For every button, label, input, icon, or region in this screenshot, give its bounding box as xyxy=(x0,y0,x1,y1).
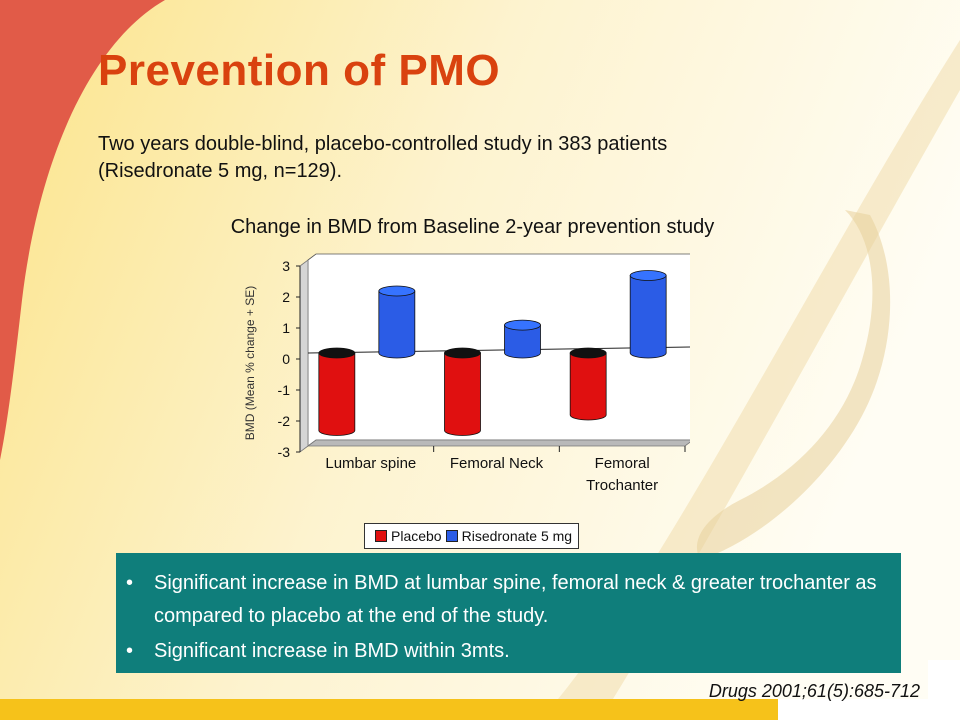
bullet-dot: • xyxy=(126,572,134,594)
bmd-bar-chart: 3 2 1 0 -1 -2 -3 BMD (Mean % change + SE) Lumbar… xyxy=(243,253,690,494)
legend-swatch-risedronate xyxy=(445,530,458,542)
chart-title: Change in BMD from Baseline 2-year preve… xyxy=(230,216,715,238)
x-category-label: Femoral Neck xyxy=(450,455,544,472)
bar-cap-placebo xyxy=(444,347,481,359)
bar-cap-risedronate-5-mg xyxy=(504,319,541,331)
chart-legend: Placebo Risedronate 5 mg xyxy=(364,523,580,549)
y-tick-label: -3 xyxy=(278,444,291,460)
finding-item: • Significant increase in BMD within 3mt… xyxy=(126,635,901,668)
intro-text: Two years double-blind, placebo-controll… xyxy=(98,131,818,185)
bar-risedronate-5-mg xyxy=(504,324,541,359)
bullet-dot: • xyxy=(126,640,134,662)
finding-text: Significant increase in BMD within 3mts. xyxy=(154,640,510,662)
bar-cap-placebo xyxy=(318,347,356,359)
bar-risedronate-5-mg xyxy=(378,290,416,359)
bar-cap-risedronate-5-mg xyxy=(629,270,667,281)
legend-label-risedronate: Risedronate 5 mg xyxy=(461,528,573,544)
bar-placebo xyxy=(318,352,356,436)
bottom-white-bar xyxy=(778,699,960,720)
red-corner-swoosh xyxy=(0,0,165,460)
y-tick-label: 3 xyxy=(282,258,290,274)
finding-item: • Significant increase in BMD at lumbar … xyxy=(126,567,901,633)
legend-swatch-placebo xyxy=(375,530,387,542)
x-category-label: Trochanter xyxy=(586,477,658,494)
plot-side-wall xyxy=(299,259,309,453)
x-category-label: Lumbar spine xyxy=(325,455,416,472)
bar-placebo xyxy=(569,352,607,421)
y-tick-label: 1 xyxy=(282,320,290,336)
y-axis-title: BMD (Mean % change + SE) xyxy=(243,286,257,440)
legend-label-placebo: Placebo xyxy=(391,528,442,544)
bottom-yellow-bar xyxy=(0,699,778,720)
citation: Drugs 2001;61(5):685-712 xyxy=(708,681,920,701)
zero-line xyxy=(307,346,690,354)
key-findings-box: • Significant increase in BMD at lumbar … xyxy=(116,553,901,673)
y-tick-label: -1 xyxy=(278,382,291,398)
intro-line-1: Two years double-blind, placebo-controll… xyxy=(98,133,668,155)
y-tick-label: 2 xyxy=(282,289,290,305)
beige-swoosh xyxy=(540,40,960,720)
y-tick-label: -2 xyxy=(278,413,291,429)
y-tick-label: 0 xyxy=(282,351,290,367)
spine-watermark xyxy=(696,210,891,560)
bar-cap-risedronate-5-mg xyxy=(378,285,416,297)
bar-placebo xyxy=(444,352,481,436)
slide-title: Prevention of PMO xyxy=(98,46,501,95)
finding-text: Significant increase in BMD at lumbar sp… xyxy=(154,572,877,627)
bar-cap-placebo xyxy=(569,347,607,359)
x-category-label: Femoral xyxy=(595,455,650,472)
bar-risedronate-5-mg xyxy=(629,275,667,359)
plot-floor xyxy=(306,439,690,447)
intro-line-2: (Risedronate 5 mg, n=129). xyxy=(98,160,343,182)
right-white-strip xyxy=(928,660,960,720)
